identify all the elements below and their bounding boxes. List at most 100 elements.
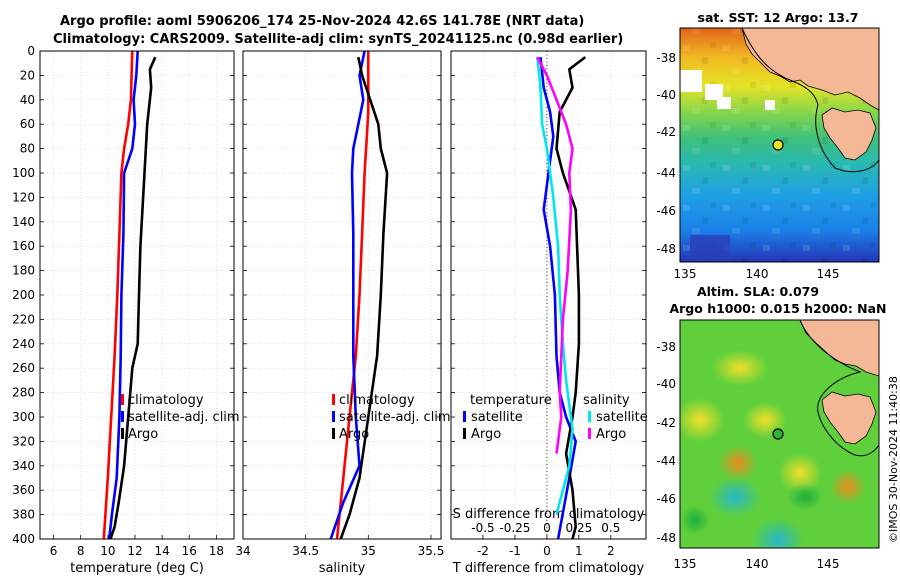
sst-land-mainland bbox=[741, 28, 879, 111]
series-line-climatology bbox=[102, 51, 134, 539]
series-line-satellite-adj-clim bbox=[107, 51, 139, 539]
series-line-salinity-satellite bbox=[536, 56, 574, 515]
legend-label: satellite-adj. clim bbox=[339, 410, 451, 425]
differences-panel: -2 -1 0 1 2 T difference from climatology -0.5… bbox=[450, 50, 647, 576]
legend-swatch-climatology bbox=[121, 394, 124, 405]
x-tick-label: -1 bbox=[509, 544, 521, 558]
depth-tick-label: 280 bbox=[12, 386, 35, 400]
sst-argo-marker bbox=[772, 139, 784, 151]
differences-series bbox=[536, 56, 587, 539]
sst-y-tick: -40 bbox=[656, 88, 676, 102]
sst-y-tick: -44 bbox=[656, 166, 676, 180]
depth-tick-label: 80 bbox=[20, 142, 35, 156]
depth-tick-label: 40 bbox=[20, 93, 35, 107]
sla-y-tick: -46 bbox=[656, 492, 676, 506]
sst-x-tick: 145 bbox=[817, 267, 840, 281]
legend-label: Argo bbox=[128, 427, 158, 442]
sla-map-title-1: Altim. SLA: 0.079 bbox=[697, 284, 819, 299]
salinity-legend: climatology satellite-adj. clim Argo bbox=[332, 393, 451, 442]
depth-tick-label: 300 bbox=[12, 410, 35, 424]
temperature-frame bbox=[39, 50, 235, 540]
sla-y-tick: -40 bbox=[656, 377, 676, 391]
sst-contour bbox=[741, 28, 879, 173]
sla-map bbox=[679, 319, 880, 549]
depth-tick-label: 360 bbox=[12, 483, 35, 497]
sla-x-tick: 135 bbox=[674, 557, 697, 571]
sst-map-ticks: 135 140 145 -38 -40 -42 -44 -46 -48 bbox=[656, 51, 839, 281]
depth-tick-label: 240 bbox=[12, 337, 35, 351]
temperature-x-axis-label: temperature (deg C) bbox=[70, 561, 204, 576]
x-tick-label: 8 bbox=[77, 544, 85, 558]
depth-tick-label: 380 bbox=[12, 508, 35, 522]
depth-tick-label: 180 bbox=[12, 264, 35, 278]
legend-title-salinity: salinity bbox=[583, 393, 630, 408]
series-line-satellite-adj-clim bbox=[329, 51, 366, 539]
x2-tick-label: 0.5 bbox=[601, 521, 620, 535]
sst-y-tick: -48 bbox=[656, 242, 676, 256]
differences-x-axis-label: T difference from climatology bbox=[452, 561, 645, 576]
sst-land-tasmania bbox=[821, 107, 877, 161]
legend-label: climatology bbox=[339, 393, 415, 408]
legend-label: satellite bbox=[471, 410, 523, 425]
sst-map-title: sat. SST: 12 Argo: 13.7 bbox=[698, 10, 859, 25]
sst-x-tick: 140 bbox=[746, 267, 769, 281]
salinity-panel: 34 34.5 35 35.5 salinity bbox=[235, 50, 445, 576]
sla-y-tick: -44 bbox=[656, 454, 676, 468]
legend-swatch-argo bbox=[121, 428, 124, 439]
sst-missing-data bbox=[717, 97, 731, 109]
depth-tick-label: 340 bbox=[12, 459, 35, 473]
x-tick-label: 2 bbox=[607, 544, 615, 558]
sst-x-tick: 135 bbox=[674, 267, 697, 281]
depth-tick-label: 120 bbox=[12, 190, 35, 204]
depth-tick-label: 400 bbox=[12, 532, 35, 546]
depth-tick-label: 200 bbox=[12, 288, 35, 302]
sst-y-tick: -38 bbox=[656, 51, 676, 65]
sst-missing-data bbox=[765, 100, 775, 110]
legend-label: Argo bbox=[596, 427, 626, 442]
x-tick-label: 35.5 bbox=[418, 544, 445, 558]
legend-label: satellite-adj. clim bbox=[128, 410, 240, 425]
sla-map-title-2: Argo h1000: 0.015 h2000: NaN bbox=[669, 301, 886, 316]
x2-tick-label: -0.25 bbox=[499, 521, 530, 535]
plot-title-line-1: Argo profile: aoml 5906206_174 25-Nov-20… bbox=[60, 14, 585, 29]
sla-y-tick: -38 bbox=[656, 340, 676, 354]
depth-tick-label: 20 bbox=[20, 68, 35, 82]
depth-tick-label: 60 bbox=[20, 117, 35, 131]
depth-tick-label: 220 bbox=[12, 312, 35, 326]
x2-tick-label: 0 bbox=[543, 521, 551, 535]
x-tick-label: 34 bbox=[235, 544, 250, 558]
legend-title-temperature: temperature bbox=[470, 393, 552, 408]
sst-map bbox=[679, 27, 880, 263]
salinity-series bbox=[329, 51, 389, 539]
temperature-legend: climatology satellite-adj. clim Argo bbox=[121, 393, 240, 442]
depth-tick-label: 0 bbox=[27, 44, 35, 58]
imos-watermark: ©IMOS 30-Nov-2024 11:40:38 bbox=[887, 376, 900, 543]
legend-label: satellite bbox=[596, 410, 648, 425]
x-tick-label: 0 bbox=[543, 544, 551, 558]
sla-contour bbox=[799, 320, 879, 457]
depth-tick-label: 160 bbox=[12, 239, 35, 253]
sst-missing-data bbox=[680, 70, 702, 92]
sla-y-tick: -42 bbox=[656, 416, 676, 430]
sla-y-tick: -48 bbox=[656, 531, 676, 545]
x-tick-label: 16 bbox=[182, 544, 197, 558]
differences-x2-axis-label: S difference from climatology bbox=[453, 507, 645, 522]
series-line-temperature-satellite bbox=[539, 56, 578, 539]
x2-tick-label: -0.5 bbox=[471, 521, 494, 535]
series-line-temperature-argo bbox=[555, 56, 587, 539]
legend-swatch-satellite bbox=[121, 411, 124, 422]
difference-legend: temperature satellite Argo salinity sate… bbox=[463, 393, 648, 442]
sla-x-tick: 145 bbox=[817, 557, 840, 571]
depth-tick-label: 260 bbox=[12, 361, 35, 375]
x-tick-label: 6 bbox=[50, 544, 58, 558]
sla-map-ticks: 135 140 145 -38 -40 -42 -44 -46 -48 bbox=[656, 340, 839, 571]
series-line-salinity-argo bbox=[536, 56, 574, 454]
x-tick-label: 14 bbox=[154, 544, 169, 558]
sst-y-tick: -42 bbox=[656, 125, 676, 139]
temperature-series bbox=[102, 51, 157, 539]
x-tick-label: 34.5 bbox=[292, 544, 319, 558]
plot-title-line-2: Climatology: CARS2009. Satellite-adj cli… bbox=[53, 32, 624, 47]
salinity-x-axis-label: salinity bbox=[319, 561, 366, 576]
